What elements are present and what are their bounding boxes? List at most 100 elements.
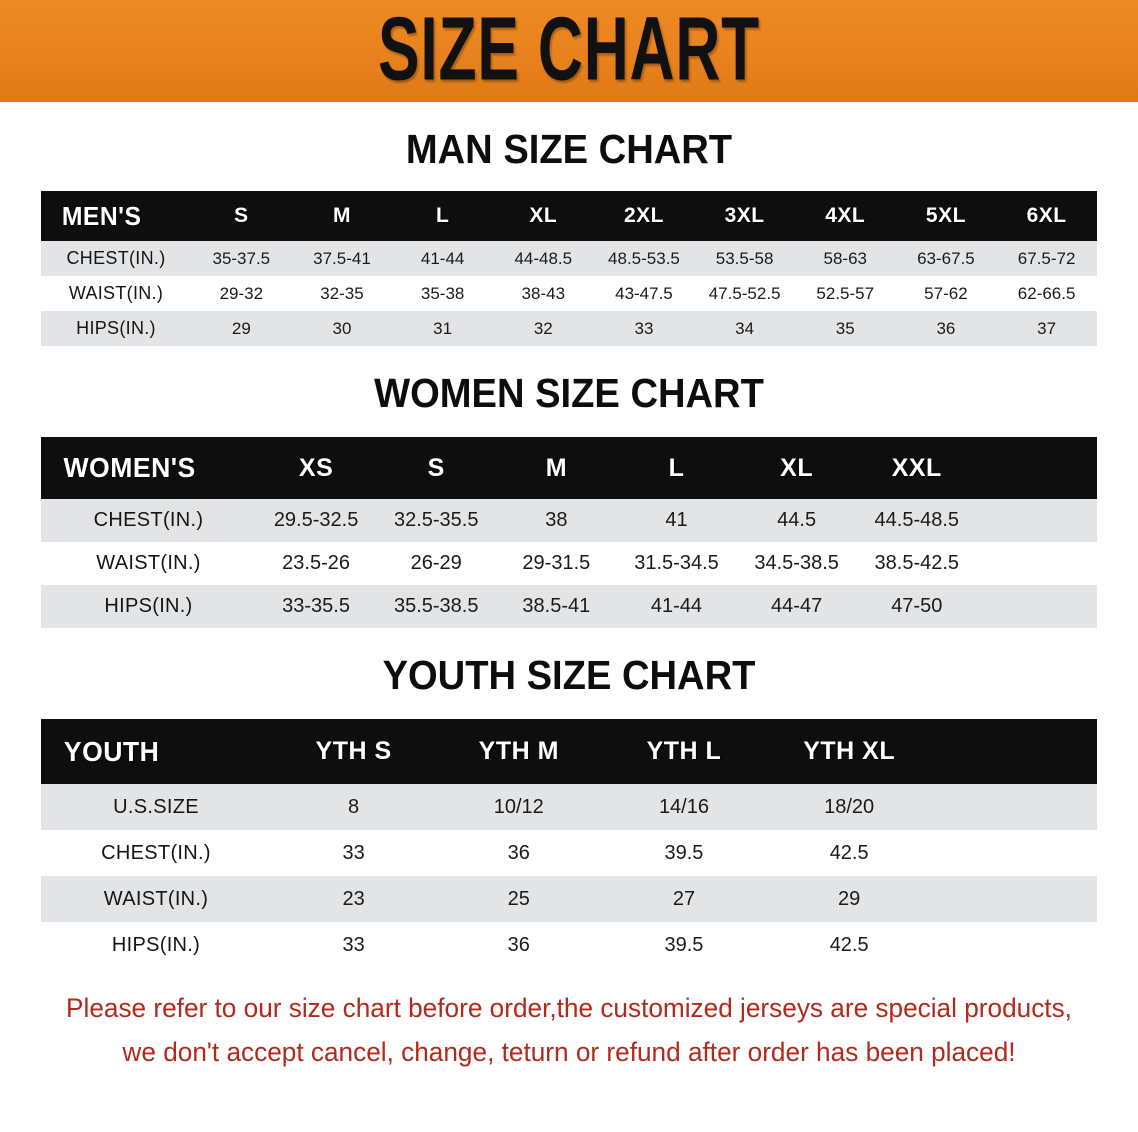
table-header-row: WOMEN'S XS S M L XL XXL <box>41 437 1097 499</box>
women-row-label: WAIST(IN.) <box>96 552 201 574</box>
youth-row-label: U.S.SIZE <box>113 795 199 818</box>
man-col-header: L <box>435 204 450 227</box>
man-corner-label: MEN'S <box>61 200 142 231</box>
women-col-header: XL <box>780 453 814 482</box>
women-cell-spacer <box>977 585 1097 628</box>
table-row: WAIST(IN.) 23 25 27 29 <box>41 876 1097 922</box>
table-row: CHEST(IN.) 29.5-32.5 32.5-35.5 38 41 44.… <box>41 499 1097 542</box>
table-row: CHEST(IN.) 33 36 39.5 42.5 <box>41 830 1097 876</box>
man-cell: 47.5-52.5 <box>708 283 781 303</box>
page-banner: SIZE CHART <box>0 0 1138 102</box>
man-cell: 32 <box>533 318 553 338</box>
youth-col-header: YTH S <box>315 737 392 765</box>
man-cell: 62-66.5 <box>1017 283 1076 303</box>
women-cell: 44-47 <box>771 595 823 617</box>
women-cell: 44.5 <box>777 509 817 531</box>
man-cell: 31 <box>433 318 453 338</box>
man-cell: 53.5-58 <box>715 248 774 268</box>
man-col-header: 3XL <box>724 204 765 227</box>
man-cell: 58-63 <box>823 248 867 268</box>
man-cell: 37.5-41 <box>313 248 371 268</box>
women-section-title: WOMEN SIZE CHART <box>374 370 764 416</box>
table-row: WAIST(IN.) 23.5-26 26-29 29-31.5 31.5-34… <box>41 542 1097 585</box>
man-row-label: CHEST(IN.) <box>66 248 166 268</box>
man-col-header: 6XL <box>1026 204 1067 227</box>
women-cell: 41 <box>665 509 688 531</box>
youth-cell: 8 <box>348 795 360 818</box>
youth-section-title: YOUTH SIZE CHART <box>382 652 756 698</box>
youth-cell: 42.5 <box>829 841 869 864</box>
women-cell: 44.5-48.5 <box>874 509 960 531</box>
man-row-label: HIPS(IN.) <box>76 318 156 338</box>
women-col-header: M <box>545 453 568 482</box>
youth-cell-spacer <box>932 876 1097 922</box>
women-cell-spacer <box>977 542 1097 585</box>
women-size-table: WOMEN'S XS S M L XL XXL CHEST(IN.) 29.5-… <box>41 437 1097 628</box>
man-table-header: MEN'S S M L XL 2XL 3XL 4XL 5XL 6XL <box>41 191 1097 241</box>
youth-cell: 23 <box>342 887 365 910</box>
women-col-header: XXL <box>891 453 942 482</box>
youth-cell: 42.5 <box>829 933 869 956</box>
youth-cell: 18/20 <box>824 795 875 818</box>
youth-cell: 39.5 <box>664 841 704 864</box>
women-cell: 26-29 <box>410 552 462 574</box>
youth-row-label: HIPS(IN.) <box>111 933 201 956</box>
women-header-spacer <box>977 437 1097 499</box>
man-col-header: M <box>332 204 351 227</box>
women-cell: 35.5-38.5 <box>393 595 479 617</box>
man-section-title: MAN SIZE CHART <box>405 126 733 172</box>
man-row-label: WAIST(IN.) <box>68 283 164 303</box>
man-cell: 57-62 <box>924 283 968 303</box>
women-cell: 38.5-42.5 <box>874 552 960 574</box>
man-cell: 29-32 <box>219 283 264 303</box>
youth-cell: 36 <box>507 841 530 864</box>
women-cell: 31.5-34.5 <box>634 552 719 574</box>
table-header-row: MEN'S S M L XL 2XL 3XL 4XL 5XL 6XL <box>41 191 1097 241</box>
women-col-header: XS <box>298 453 334 482</box>
man-cell: 35 <box>835 318 855 338</box>
women-cell: 23.5-26 <box>282 552 350 574</box>
youth-cell-spacer <box>932 784 1097 830</box>
women-table-header: WOMEN'S XS S M L XL XXL <box>41 437 1097 499</box>
women-corner-label: WOMEN'S <box>63 452 196 483</box>
man-cell: 35-37.5 <box>212 248 271 268</box>
women-cell: 32.5-35.5 <box>393 509 479 531</box>
women-cell: 38 <box>545 509 568 531</box>
youth-cell-spacer <box>932 830 1097 876</box>
man-cell: 35-38 <box>420 283 465 303</box>
youth-cell: 36 <box>507 933 530 956</box>
man-cell: 52.5-57 <box>816 283 875 303</box>
youth-col-header: YTH L <box>646 737 722 765</box>
youth-table-header: YOUTH YTH S YTH M YTH L YTH XL <box>41 719 1097 784</box>
youth-cell: 27 <box>672 887 696 910</box>
man-cell: 63-67.5 <box>917 248 975 268</box>
women-cell: 33-35.5 <box>282 595 350 617</box>
disclaimer-line-1: Please refer to our size chart before or… <box>66 993 1072 1023</box>
women-cell: 34.5-38.5 <box>754 552 839 574</box>
youth-cell: 33 <box>342 933 365 956</box>
size-chart-sheet: MAN SIZE CHART MEN'S S M L XL 2XL 3XL 4X… <box>0 126 1138 1074</box>
man-cell: 32-35 <box>320 283 364 303</box>
man-cell: 36 <box>936 318 956 338</box>
man-cell: 37 <box>1037 318 1057 338</box>
man-size-table: MEN'S S M L XL 2XL 3XL 4XL 5XL 6XL CHEST… <box>41 191 1097 346</box>
women-cell: 47-50 <box>891 595 943 617</box>
man-table-body: CHEST(IN.) 35-37.5 37.5-41 41-44 44-48.5… <box>41 241 1097 346</box>
table-row: HIPS(IN.) 33 36 39.5 42.5 <box>41 922 1097 968</box>
man-col-header: XL <box>529 204 558 227</box>
youth-table-body: U.S.SIZE 8 10/12 14/16 18/20 CHEST(IN.) … <box>41 784 1097 968</box>
youth-cell: 29 <box>838 887 861 910</box>
youth-header-spacer <box>932 719 1097 784</box>
youth-size-table: YOUTH YTH S YTH M YTH L YTH XL U.S.SIZE … <box>41 719 1097 968</box>
women-row-label: HIPS(IN.) <box>104 595 193 617</box>
man-col-header: 4XL <box>825 204 866 227</box>
youth-cell: 14/16 <box>658 795 709 818</box>
women-table-body: CHEST(IN.) 29.5-32.5 32.5-35.5 38 41 44.… <box>41 499 1097 628</box>
table-row: U.S.SIZE 8 10/12 14/16 18/20 <box>41 784 1097 830</box>
youth-col-header: YTH M <box>478 737 559 765</box>
youth-col-header: YTH XL <box>803 737 896 765</box>
women-cell: 41-44 <box>650 595 703 617</box>
youth-cell: 39.5 <box>664 933 704 956</box>
disclaimer-note: Please refer to our size chart before or… <box>55 986 1083 1074</box>
table-row: CHEST(IN.) 35-37.5 37.5-41 41-44 44-48.5… <box>41 241 1097 276</box>
